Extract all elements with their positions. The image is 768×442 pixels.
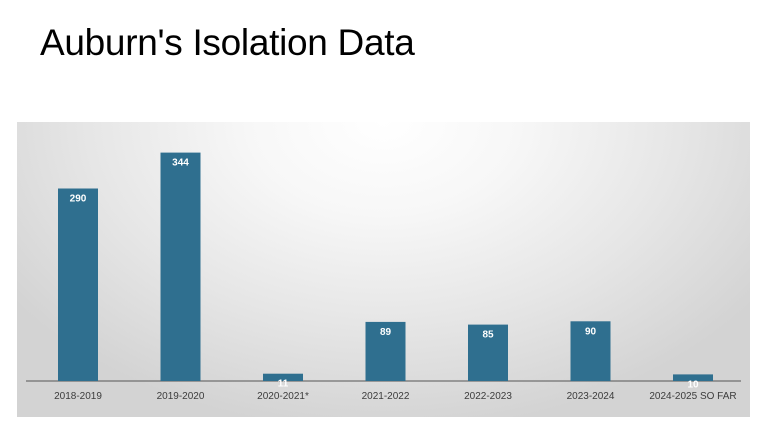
x-tick-label-4: 2022-2023 xyxy=(464,391,512,402)
bar-6 xyxy=(673,374,713,381)
bar-2 xyxy=(263,373,303,381)
data-label-0: 290 xyxy=(70,194,87,205)
bar-1 xyxy=(160,152,201,381)
data-label-1: 344 xyxy=(172,158,189,169)
chart-panel: 290 2018-2019 344 2019-2020 11 2020-2021* 89 20… xyxy=(17,122,750,417)
data-label-5: 90 xyxy=(585,326,597,337)
data-label-6: 10 xyxy=(687,379,699,390)
data-label-3: 89 xyxy=(380,327,392,338)
bar-4 xyxy=(468,324,508,381)
bar-3 xyxy=(365,321,406,381)
slide-title: Auburn's Isolation Data xyxy=(40,22,415,63)
x-tick-label-5: 2023-2024 xyxy=(567,391,615,402)
x-tick-label-6: 2024-2025 SO FAR xyxy=(649,391,736,402)
x-tick-label-2: 2020-2021* xyxy=(257,391,309,402)
data-label-4: 85 xyxy=(482,330,494,341)
bar-0 xyxy=(58,188,98,381)
data-label-2: 11 xyxy=(278,379,289,390)
x-tick-label-1: 2019-2020 xyxy=(157,391,205,402)
x-tick-label-0: 2018-2019 xyxy=(54,391,102,402)
bar-5 xyxy=(570,321,611,382)
x-tick-label-3: 2021-2022 xyxy=(362,391,410,402)
